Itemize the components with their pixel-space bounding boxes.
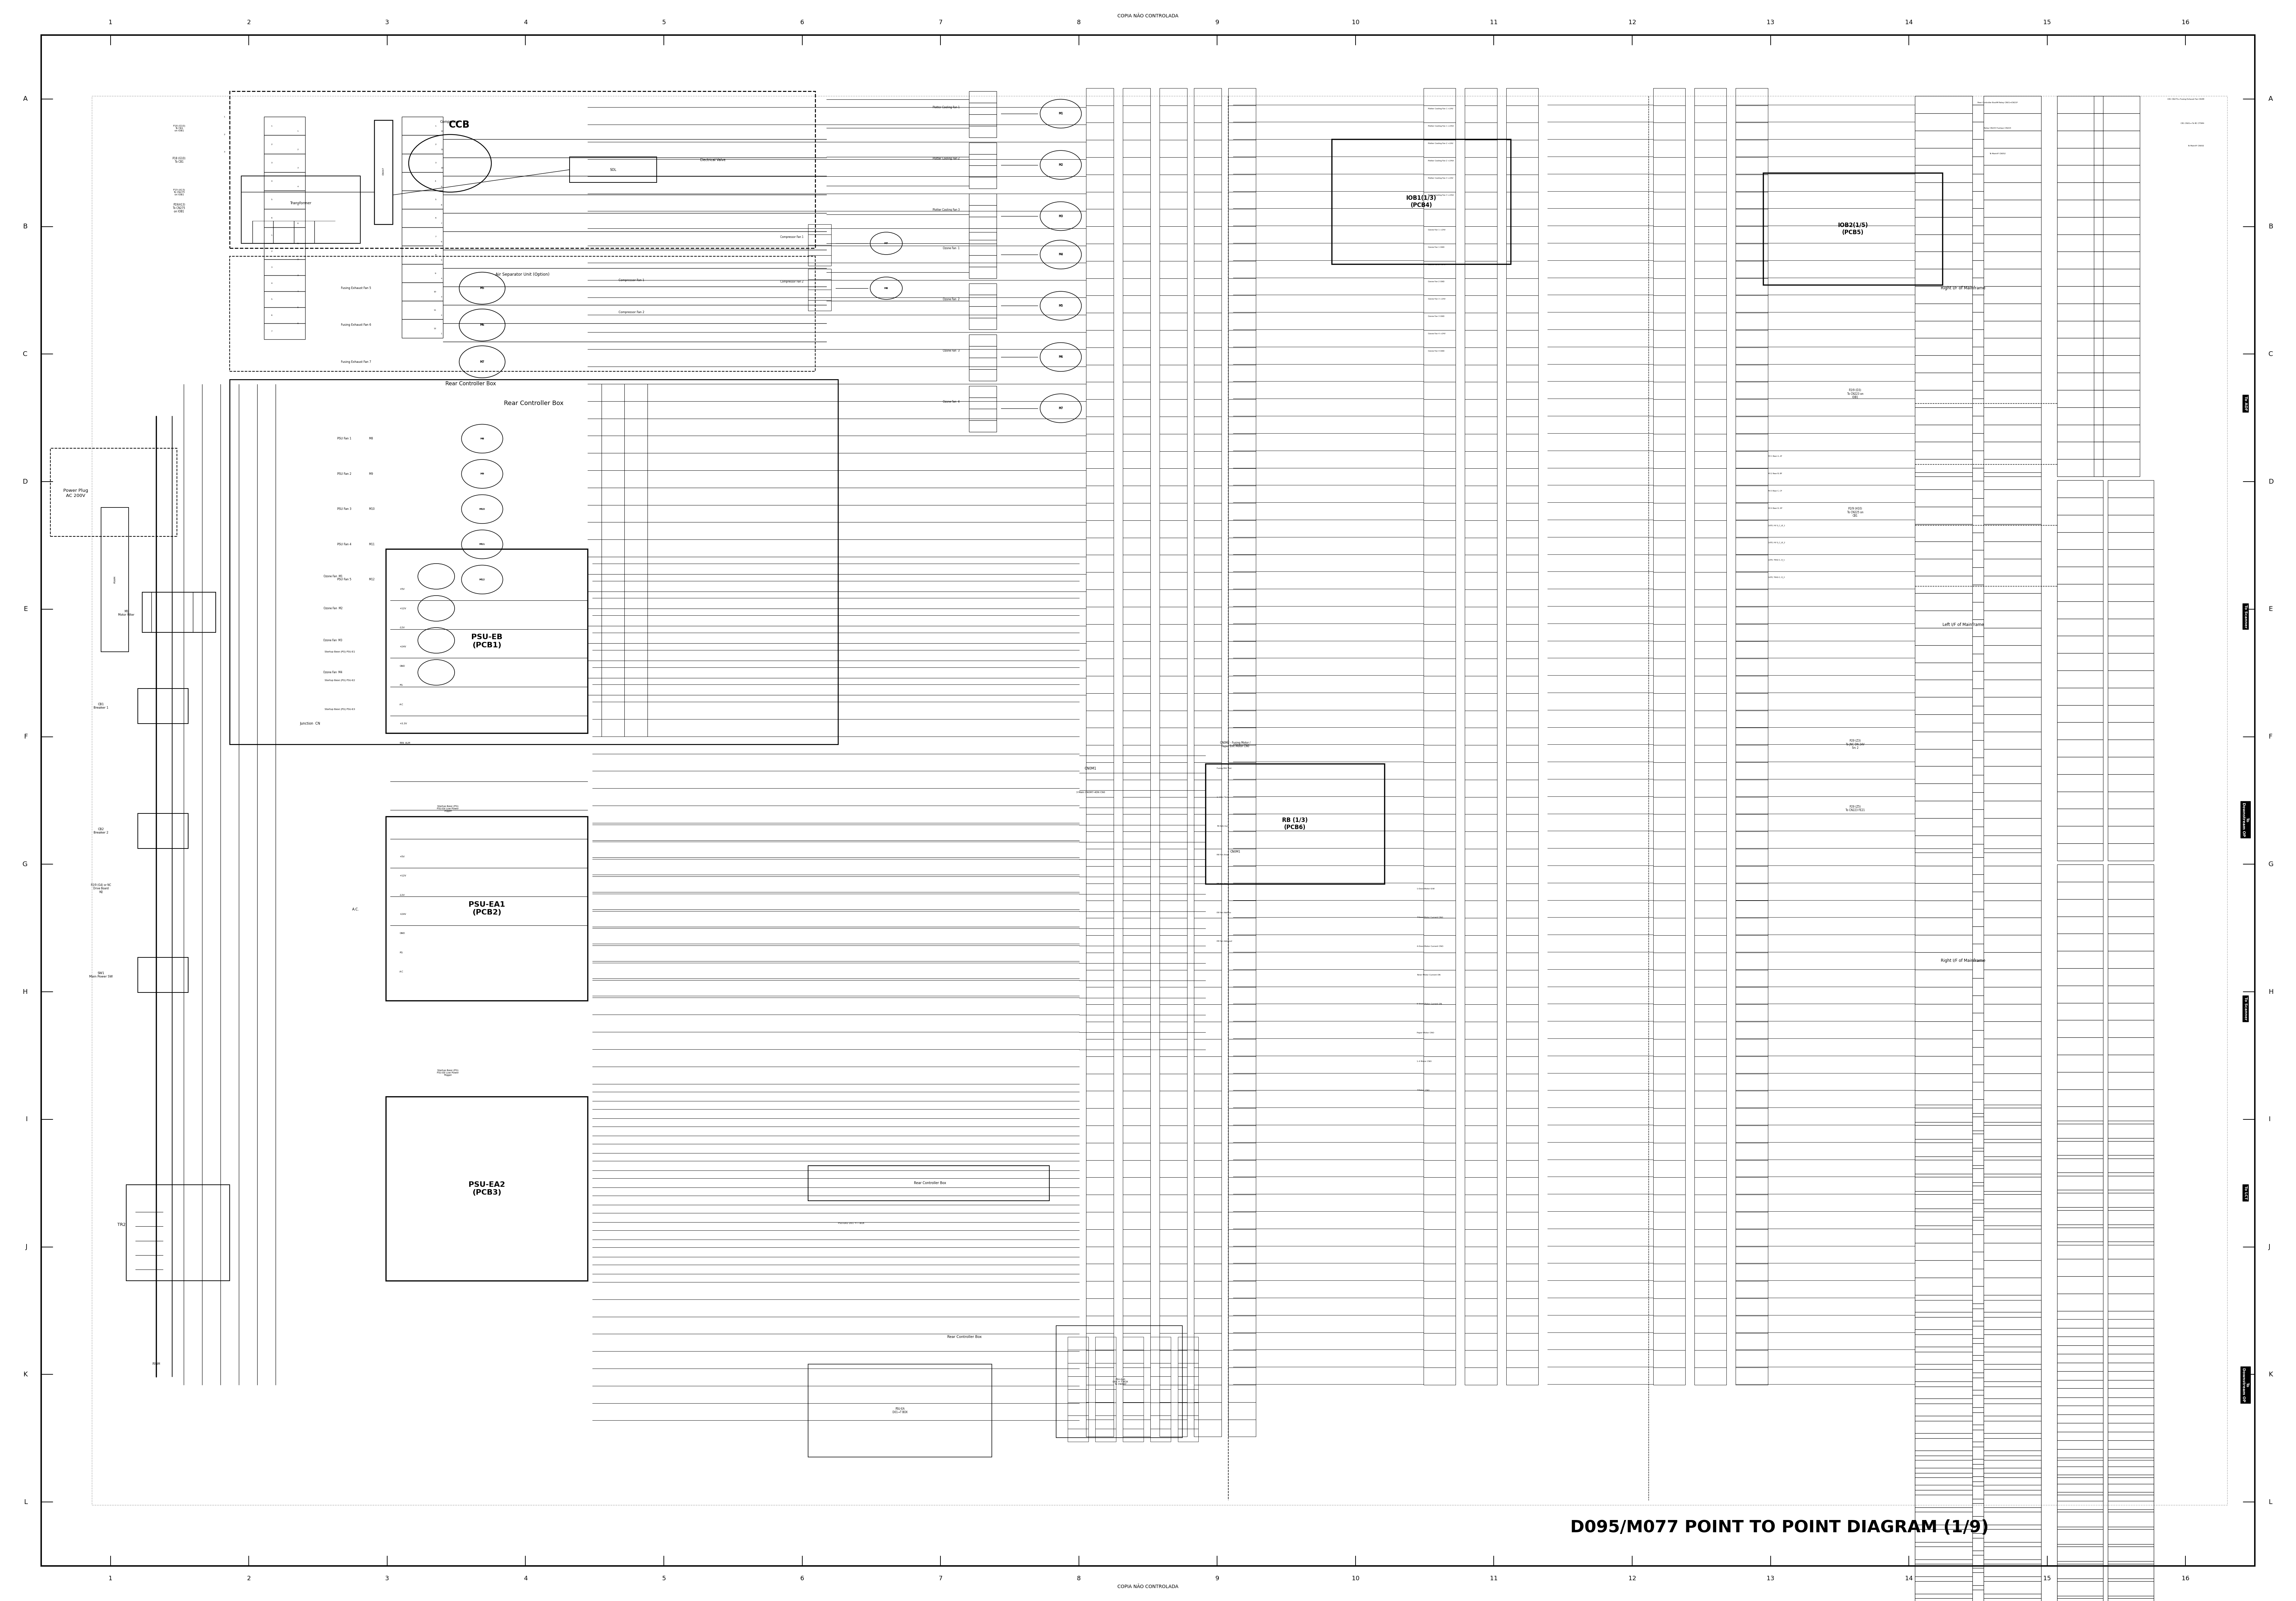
Bar: [1086, 866, 1114, 884]
Bar: [1194, 1230, 1221, 1247]
Text: To
Downstream OP: To Downstream OP: [2241, 1367, 2250, 1402]
Bar: [2108, 1172, 2154, 1190]
Bar: [1424, 243, 1456, 261]
Bar: [1984, 935, 2041, 953]
Bar: [1694, 1334, 1727, 1350]
Bar: [1424, 1074, 1456, 1090]
Bar: [1123, 312, 1150, 330]
Bar: [1984, 884, 2041, 900]
Bar: [1915, 407, 1972, 424]
Bar: [138, 957, 188, 993]
Bar: [2108, 516, 2154, 532]
Bar: [1123, 797, 1150, 815]
Bar: [1465, 744, 1497, 762]
Bar: [1736, 901, 1768, 917]
Bar: [1653, 1161, 1685, 1177]
Text: C: C: [23, 351, 28, 357]
Bar: [1095, 1362, 1116, 1377]
Bar: [1915, 1021, 1972, 1039]
Bar: [1228, 312, 1256, 330]
Bar: [1159, 1090, 1187, 1108]
Bar: [2108, 1337, 2154, 1354]
Bar: [1123, 1126, 1150, 1143]
Bar: [1653, 1298, 1685, 1316]
Bar: [1123, 1108, 1150, 1126]
Bar: [2057, 1020, 2103, 1037]
Bar: [1506, 917, 1538, 935]
Bar: [1424, 139, 1456, 157]
Bar: [402, 282, 443, 301]
Bar: [1159, 1230, 1187, 1247]
Bar: [1506, 797, 1538, 815]
Bar: [2057, 1543, 2103, 1561]
Bar: [2057, 1510, 2103, 1527]
Bar: [1984, 1524, 2041, 1542]
Bar: [1194, 797, 1221, 815]
Text: P2/9 (D3)
To CN223 on
IOB1: P2/9 (D3) To CN223 on IOB1: [1846, 389, 1864, 399]
Bar: [264, 134, 305, 154]
Bar: [2057, 165, 2103, 183]
Text: M10: M10: [367, 508, 374, 511]
Bar: [1086, 815, 1114, 831]
Bar: [1123, 728, 1150, 744]
Bar: [1465, 1194, 1497, 1212]
Bar: [2057, 636, 2103, 653]
Bar: [1653, 1247, 1685, 1263]
Bar: [1506, 780, 1538, 797]
Bar: [1424, 1316, 1456, 1334]
Bar: [1194, 226, 1221, 243]
Bar: [1086, 365, 1114, 383]
Bar: [1736, 1108, 1768, 1126]
Bar: [2057, 1561, 2103, 1579]
Bar: [1123, 365, 1150, 383]
Bar: [1653, 1090, 1685, 1108]
Text: 9: 9: [1215, 19, 1219, 26]
Bar: [1984, 749, 2041, 767]
Text: 2: 2: [248, 19, 250, 26]
Bar: [1194, 556, 1221, 572]
Bar: [1228, 1420, 1256, 1436]
Bar: [2108, 567, 2154, 584]
Bar: [1228, 1247, 1256, 1263]
Bar: [2108, 1511, 2154, 1529]
Bar: [2108, 602, 2154, 618]
Bar: [1984, 1346, 2041, 1364]
Bar: [1086, 123, 1114, 139]
Bar: [1228, 485, 1256, 503]
Bar: [1424, 1230, 1456, 1247]
Bar: [2057, 516, 2103, 532]
Bar: [2094, 251, 2140, 269]
Bar: [1506, 572, 1538, 589]
Bar: [1086, 1230, 1114, 1247]
Bar: [1228, 123, 1256, 139]
Bar: [1228, 1263, 1256, 1281]
Bar: [808, 224, 831, 235]
Bar: [1123, 901, 1150, 917]
Bar: [1694, 780, 1727, 797]
Bar: [1424, 1212, 1456, 1230]
Text: 15: 15: [2043, 1575, 2050, 1582]
Text: 14: 14: [1906, 19, 1913, 26]
Bar: [2094, 373, 2140, 391]
Bar: [1194, 1350, 1221, 1367]
Bar: [1123, 1377, 1143, 1390]
Bar: [2057, 1431, 2103, 1449]
Bar: [1694, 106, 1727, 123]
Bar: [969, 229, 996, 240]
Bar: [402, 264, 443, 282]
Bar: [1915, 1174, 1972, 1191]
Bar: [1915, 1242, 1972, 1260]
Bar: [1694, 296, 1727, 312]
Bar: [2057, 916, 2103, 933]
Bar: [1984, 1194, 2041, 1212]
Bar: [2108, 1406, 2154, 1423]
Bar: [1424, 469, 1456, 485]
Bar: [1123, 520, 1150, 538]
Bar: [1915, 424, 1972, 442]
Bar: [1653, 503, 1685, 520]
Text: 15: 15: [2043, 19, 2050, 26]
Bar: [1194, 451, 1221, 469]
Bar: [1123, 330, 1150, 347]
Bar: [1123, 416, 1150, 434]
Bar: [1653, 1367, 1685, 1385]
